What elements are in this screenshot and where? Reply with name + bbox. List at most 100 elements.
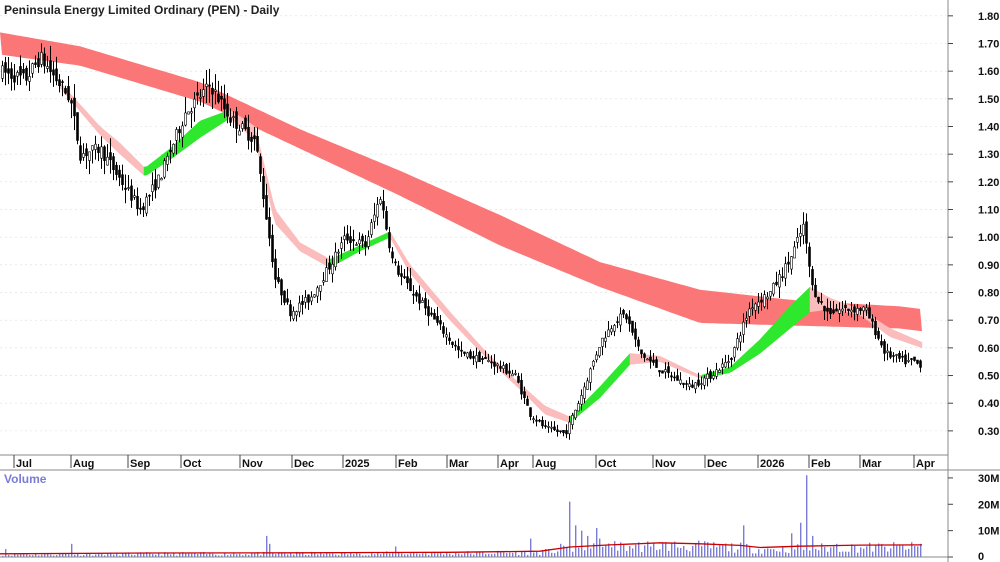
volume-bar: [809, 550, 811, 557]
volume-bar: [80, 555, 82, 557]
volume-bar: [251, 553, 253, 557]
short-ribbon-segment: [437, 297, 442, 311]
short-ribbon-segment: [551, 408, 556, 418]
candle-body: [898, 353, 901, 359]
candle-body: [889, 351, 892, 358]
short-ribbon-segment: [674, 363, 679, 370]
candle-body: [790, 256, 793, 270]
short-ribbon-segment: [809, 286, 814, 313]
candle-body: [112, 156, 115, 171]
short-ribbon-segment: [911, 337, 916, 346]
volume-bar: [86, 553, 88, 557]
volume-bar: [653, 542, 655, 557]
volume-bar: [731, 543, 733, 557]
candle-body: [862, 306, 865, 311]
volume-bar: [755, 553, 757, 557]
volume-bar: [854, 545, 856, 557]
volume-bar: [512, 552, 514, 557]
volume-bar: [692, 545, 694, 557]
candle-body: [211, 87, 214, 95]
price-tick-label: 0.30: [978, 426, 999, 438]
volume-bar: [443, 554, 445, 557]
short-ribbon-segment: [782, 310, 787, 335]
candle-body: [64, 88, 67, 94]
volume-bar: [101, 553, 103, 557]
candle-body: [754, 303, 757, 311]
volume-bar: [236, 554, 238, 557]
candle-body: [319, 285, 322, 292]
candle-body: [322, 280, 325, 283]
volume-bar: [203, 551, 205, 557]
candle-body: [760, 299, 763, 303]
candle-body: [907, 360, 910, 362]
price-tick-label: 0.80: [978, 288, 999, 300]
candle-body: [757, 301, 760, 307]
volume-bar: [449, 553, 451, 557]
volume-bar: [467, 551, 469, 557]
short-ribbon-segment: [425, 283, 430, 297]
volume-bar: [662, 542, 664, 557]
candle-body: [283, 290, 286, 303]
candle-body: [463, 351, 466, 354]
short-ribbon-segment: [380, 234, 385, 242]
volume-bar: [728, 551, 730, 557]
candle-body: [547, 426, 550, 428]
volume-bar: [800, 522, 802, 557]
candle-body: [457, 346, 460, 351]
volume-bar: [833, 546, 835, 557]
candle-body: [46, 66, 49, 69]
candle-body: [721, 363, 724, 368]
volume-bar: [416, 553, 418, 557]
volume-bar: [212, 553, 214, 557]
candle-body: [421, 300, 424, 303]
candle-body: [604, 337, 607, 342]
short-ribbon-segment: [797, 295, 802, 323]
short-ribbon-segment: [284, 222, 289, 239]
candle-body: [847, 308, 850, 311]
candle-body: [391, 251, 394, 259]
price-tick-label: 1.60: [978, 66, 999, 78]
date-tick-label: Mar: [862, 458, 882, 470]
short-ribbon-segment: [755, 340, 760, 357]
short-ribbon-segment: [281, 218, 286, 235]
short-ribbon-segment: [191, 125, 196, 144]
volume-bar: [431, 552, 433, 557]
candle-body: [685, 383, 688, 385]
date-tick-label: Apr: [916, 458, 936, 470]
volume-bar: [611, 547, 613, 557]
candle-body: [727, 361, 730, 363]
candle-body: [259, 156, 262, 174]
candle-body: [739, 335, 742, 343]
volume-bar: [902, 545, 904, 557]
volume-bar: [647, 541, 649, 557]
candle-body: [181, 125, 184, 138]
price-tick-label: 1.70: [978, 39, 999, 51]
volume-bar: [722, 544, 724, 557]
volume-tick-label: 20M: [978, 499, 999, 511]
date-tick-label: 2025: [345, 458, 369, 470]
date-tick-label: Dec: [707, 458, 727, 470]
candle-body: [562, 429, 565, 434]
candle-body: [709, 371, 712, 379]
volume-bar: [89, 553, 91, 557]
short-ribbon-segment: [377, 235, 382, 244]
volume-bar: [551, 552, 553, 557]
candle-body: [328, 262, 331, 270]
date-tick-label: Apr: [500, 458, 520, 470]
volume-bar: [782, 546, 784, 557]
candle-body: [799, 233, 802, 237]
candle-body: [196, 92, 199, 96]
short-ribbon-segment: [92, 118, 97, 131]
volume-bar: [500, 551, 502, 557]
volume-bar: [620, 542, 622, 557]
volume-bar: [356, 552, 358, 557]
short-ribbon-segment: [533, 395, 538, 407]
short-ribbon-segment: [899, 332, 904, 342]
volume-bar: [8, 554, 10, 557]
volume-bar: [248, 554, 250, 557]
short-ribbon-segment: [803, 289, 808, 318]
volume-bar: [284, 553, 286, 557]
candle-body: [97, 146, 100, 153]
